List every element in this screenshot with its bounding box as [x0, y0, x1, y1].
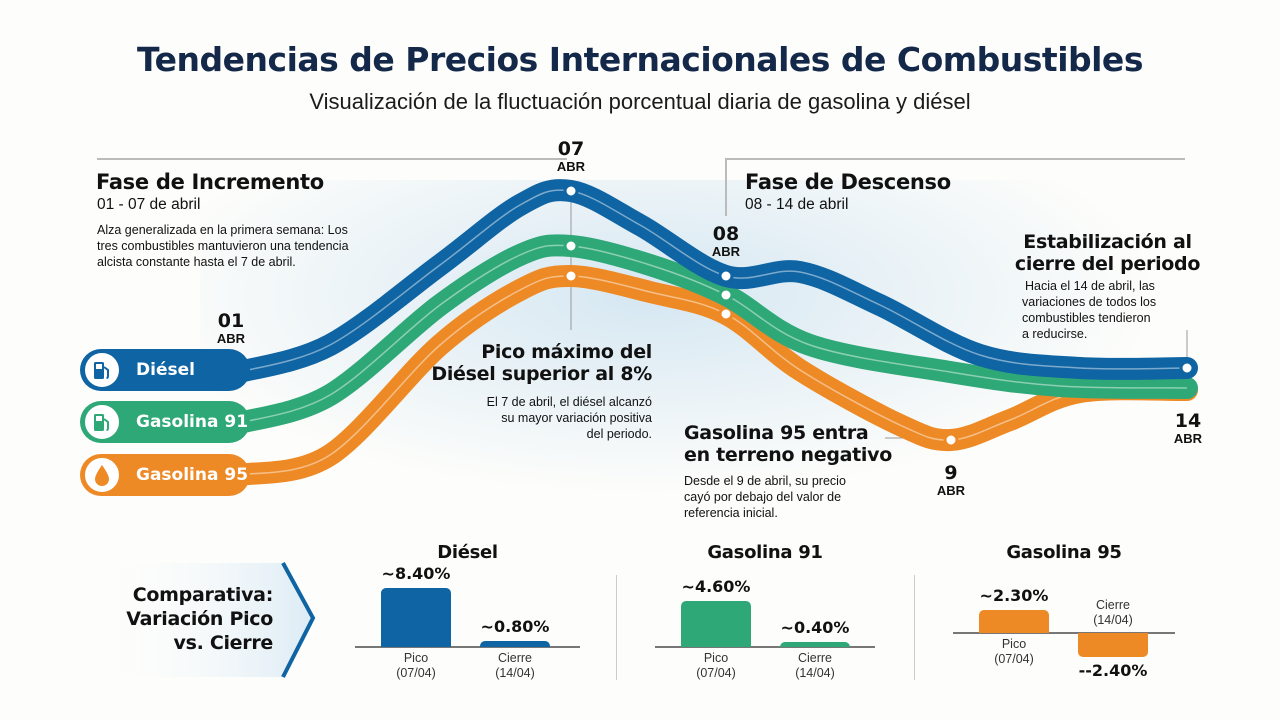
bar [1078, 633, 1148, 657]
bar-baseline [953, 632, 1175, 634]
data-point [1179, 360, 1195, 376]
label-line: Comparativa: [132, 584, 274, 606]
bar-baseline [355, 646, 580, 648]
desc-line: tres combustibles mantuvieron una tenden… [97, 239, 349, 253]
bar [681, 601, 751, 647]
bar-chart-title: Diésel [437, 542, 498, 563]
series-highlight [239, 244, 1188, 424]
desc-line: combustibles tendieron [1022, 311, 1151, 325]
separator [914, 575, 915, 680]
bar-category-label: Pico (07/04) [696, 651, 736, 680]
annotation-g95-negative: Gasolina 95 entra en terreno negativo De… [684, 422, 892, 521]
divider [725, 158, 1185, 160]
data-point [563, 268, 579, 284]
date-label: 01 ABR [216, 310, 246, 346]
divider [725, 158, 727, 216]
series-highlight [239, 189, 1188, 373]
fuel-pump-icon [82, 402, 122, 442]
annotation-stabilization: Estabilización al cierre del periodo Hac… [1010, 231, 1205, 342]
divider [97, 158, 567, 160]
comparison-arrow [95, 562, 316, 678]
data-point [563, 183, 579, 199]
phase-title: Fase de Descenso [745, 170, 951, 194]
desc-line: a reducirse. [1022, 327, 1088, 341]
annotation-title: Estabilización al [1023, 231, 1192, 253]
page-title: Tendencias de Precios Internacionales de… [137, 40, 1143, 79]
bar-value-label: ~0.80% [480, 617, 550, 637]
page-subtitle: Visualización de la fluctuación porcentu… [309, 89, 971, 114]
label-line: vs. Cierre [173, 632, 274, 654]
phase-range: 08 - 14 de abril [745, 196, 849, 213]
droplet-icon [82, 455, 122, 495]
label-line: Variación Pico [126, 608, 273, 630]
bar-value-label: ~0.40% [780, 618, 850, 637]
legend-gasolina-91: Gasolina 91 [80, 401, 250, 443]
annotation-title: Gasolina 95 entra [684, 422, 869, 444]
desc-line: variaciones de todos los [1022, 295, 1157, 309]
bar-category-label: Pico (07/04) [994, 637, 1034, 666]
date-label: 07 ABR [556, 138, 586, 174]
date-label: 08 ABR [711, 223, 741, 259]
bar-value-label: --2.40% [1078, 661, 1148, 680]
bar-baseline [655, 646, 875, 648]
series-line-gasolina-91 [229, 234, 1198, 434]
desc-line: Desde el 9 de abril, su precio [684, 474, 846, 488]
desc-line: alcista constante hasta el 7 de abril. [97, 255, 296, 269]
bar-chart-title: Gasolina 95 [1006, 542, 1122, 563]
legend-label: Diésel [136, 360, 195, 380]
legend-label: Gasolina 95 [136, 465, 249, 485]
bar [780, 642, 850, 647]
data-point [943, 432, 959, 448]
annotation-title: en terreno negativo [684, 444, 892, 466]
desc-line: referencia inicial. [684, 506, 778, 520]
annotation-title: Diésel superior al 8% [431, 363, 652, 385]
phase-range: 01 - 07 de abril [97, 196, 201, 213]
comparison-label: Comparativa: Variación Pico vs. Cierre [126, 583, 273, 655]
annotation-title: cierre del periodo [1014, 253, 1201, 275]
desc-line: cayó por debajo del valor de [684, 490, 842, 504]
bar-chart-title: Gasolina 91 [707, 542, 823, 563]
data-point [718, 287, 734, 303]
bar-value-label: ~8.40% [381, 564, 451, 584]
bar [480, 641, 550, 647]
bar-category-label: Cierre (14/04) [795, 651, 835, 680]
desc-line: El 7 de abril, el diésel alcanzó [486, 395, 652, 409]
bar [381, 588, 451, 647]
data-point [718, 268, 734, 284]
bar [979, 610, 1049, 633]
legend-label: Gasolina 91 [136, 412, 249, 432]
data-point [563, 238, 579, 254]
bar-value-label: ~4.60% [681, 577, 751, 596]
bar-category-label: Pico (07/04) [396, 651, 436, 680]
bar-value-label: ~2.30% [979, 586, 1049, 605]
phase-title: Fase de Incremento [96, 170, 324, 194]
series-line-diésel [229, 179, 1198, 383]
legend-gasolina-95: Gasolina 95 [80, 454, 250, 496]
date-label: 9 ABR [936, 462, 966, 498]
fuel-pump-icon [82, 350, 122, 390]
desc-line: su mayor variación positiva [501, 411, 652, 425]
desc-line: Hacia el 14 de abril, las [1025, 279, 1155, 293]
phase-desc: Alza generalizada en la primera semana: … [97, 222, 349, 270]
annotation-title: Pico máximo del [481, 341, 652, 363]
data-point [718, 306, 734, 322]
date-label: 14 ABR [1173, 410, 1203, 446]
chart-glow [200, 180, 1200, 510]
bar-category-label: Cierre (14/04) [495, 651, 535, 680]
desc-line: del periodo. [586, 427, 652, 441]
annotation-diesel-peak: Pico máximo del Diésel superior al 8% El… [431, 341, 652, 442]
legend-diesel: Diésel [80, 349, 250, 391]
bar-category-label: Cierre (14/04) [1093, 598, 1133, 627]
separator [616, 575, 617, 680]
desc-line: Alza generalizada en la primera semana: … [97, 223, 348, 237]
